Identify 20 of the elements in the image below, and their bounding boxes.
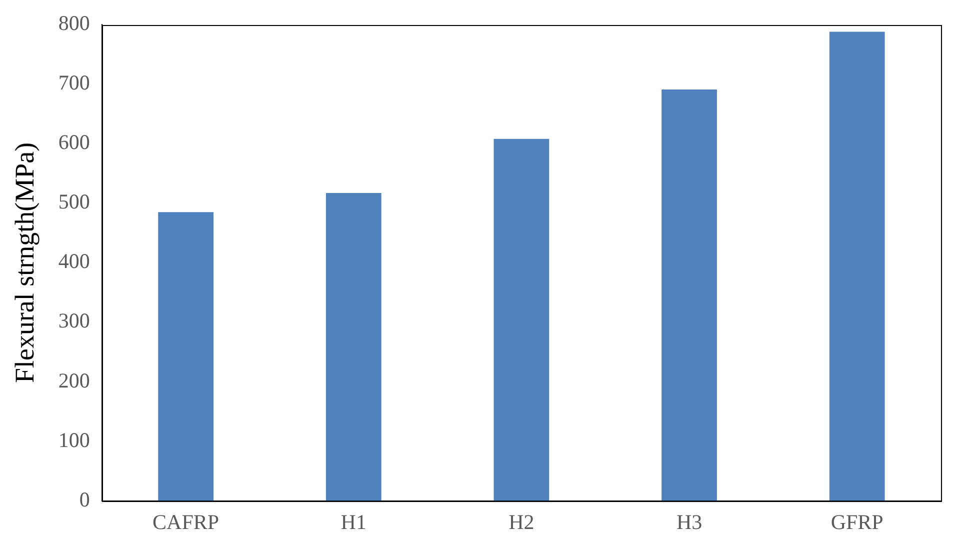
bar	[662, 89, 717, 501]
x-tick-label: H3	[676, 510, 702, 534]
x-tick-label: H2	[508, 510, 534, 534]
x-tick-label: CAFRP	[152, 510, 220, 534]
y-tick-label: 800	[58, 11, 90, 36]
bar	[158, 212, 214, 501]
y-tick-label: 600	[58, 130, 90, 154]
y-tick-label: 300	[58, 308, 90, 333]
bar	[326, 193, 382, 501]
y-tick-label: 500	[58, 190, 90, 214]
x-tick-label: H1	[340, 510, 366, 534]
y-axis-title: Flexural strngth(MPa)	[9, 142, 40, 384]
x-tick-label: GFRP	[830, 510, 884, 534]
y-tick-label: 200	[58, 368, 90, 392]
y-tick-label: 700	[58, 70, 90, 95]
y-tick-label: 100	[58, 428, 90, 452]
bar	[829, 32, 885, 501]
y-tick-label: 0	[79, 487, 90, 512]
y-tick-label: 400	[58, 249, 90, 274]
bar	[494, 138, 550, 501]
